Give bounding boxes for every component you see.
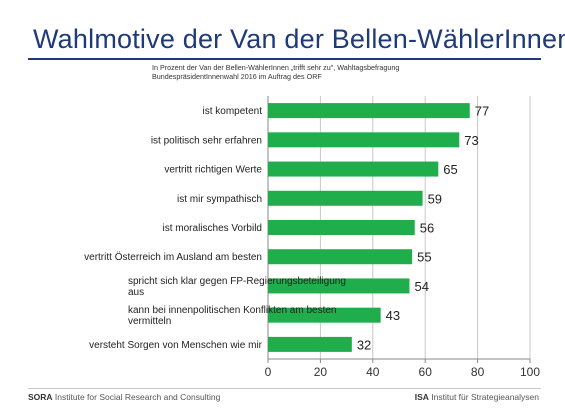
x-tick-label: 60 [419, 365, 433, 379]
category-label: ist moralisches Vorbild [163, 223, 262, 234]
category-label: vertritt richtigen Werte [164, 165, 262, 176]
bar [268, 220, 415, 235]
x-tick-label: 0 [265, 365, 272, 379]
bar-value-label: 65 [443, 162, 457, 177]
footer-left-org: SORA [28, 392, 53, 402]
bar [268, 161, 439, 177]
category-label: ist politisch sehr erfahren [151, 135, 262, 146]
bar [268, 190, 423, 206]
category-label: ist mir sympathisch [177, 194, 262, 205]
footer-source-left: SORA Institute for Social Research and C… [28, 392, 220, 402]
bar-value-label: 73 [464, 133, 478, 148]
chart-subtitle: In Prozent der Van der Bellen-WählerInne… [152, 63, 400, 81]
title-divider [28, 58, 541, 60]
category-label: spricht sich klar gegen FP-Regierungsbet… [128, 276, 346, 298]
category-label: kann bei innenpolitischen Konflikten am … [128, 305, 336, 327]
footer-source-right: ISA Institut für Strategieanalysen [415, 392, 539, 402]
bar [268, 103, 470, 119]
bar-value-label: 32 [357, 337, 371, 352]
category-label: vertritt Österreich im Ausland am besten [84, 251, 262, 263]
bar [268, 278, 410, 294]
bar-value-label: 55 [417, 250, 431, 265]
category-label: ist kompetent [203, 106, 263, 117]
x-tick-label: 40 [366, 365, 380, 379]
bar [268, 132, 460, 148]
chart-title: Wahlmotive der Van der Bellen-WählerInne… [33, 24, 565, 54]
bar-value-label: 54 [414, 279, 428, 294]
bar-value-label: 77 [475, 104, 489, 119]
bar [268, 249, 413, 265]
footer-right-text: Institut für Strategieanalysen [428, 392, 539, 402]
footer-left-text: Institute for Social Research and Consul… [52, 392, 221, 402]
bar-value-label: 59 [428, 191, 442, 206]
x-tick-label: 80 [471, 365, 485, 379]
bar-value-label: 43 [386, 308, 400, 323]
bar-value-label: 56 [420, 221, 434, 236]
bar [268, 307, 381, 323]
bar [268, 336, 352, 352]
footer-divider [28, 388, 541, 389]
x-tick-label: 100 [520, 365, 540, 379]
category-label: versteht Sorgen von Menschen wie mir [89, 340, 263, 351]
x-tick-label: 20 [314, 365, 328, 379]
footer-right-org: ISA [414, 392, 429, 402]
